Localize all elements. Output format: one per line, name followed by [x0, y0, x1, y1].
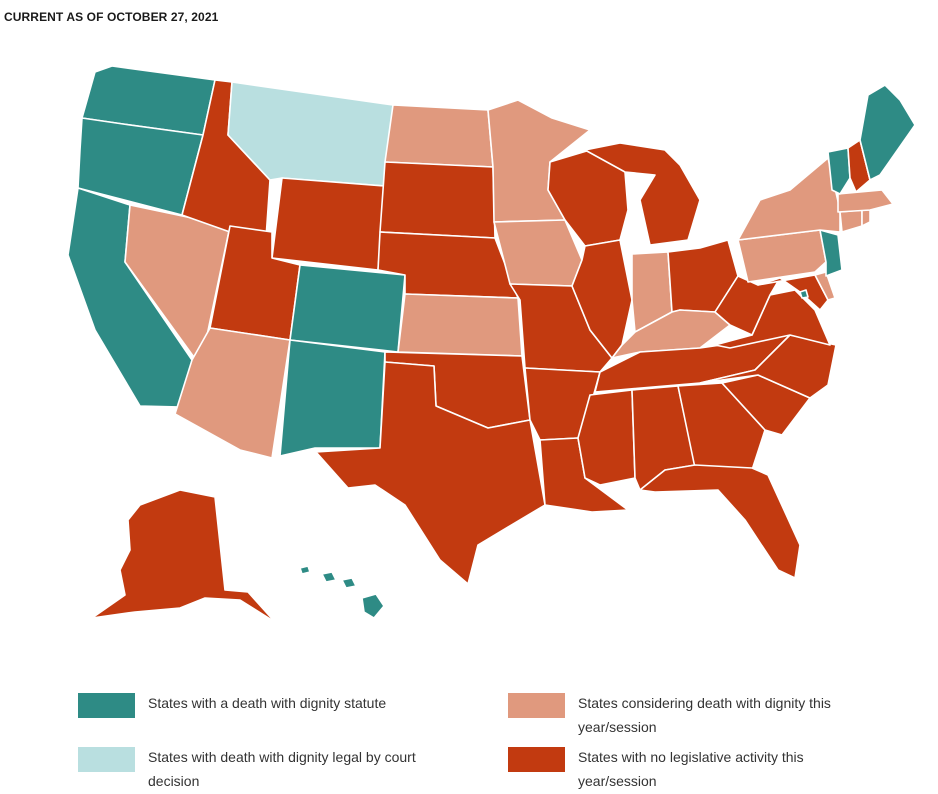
state-NJ[interactable] [819, 229, 843, 277]
legend-label-considering: States considering death with dignity th… [578, 695, 831, 735]
legend-swatch-considering [508, 693, 565, 718]
state-ME[interactable] [859, 84, 916, 181]
legend-swatch-statute [78, 693, 135, 718]
state-ND[interactable] [384, 104, 494, 168]
map-date-title: CURRENT AS OF OCTOBER 27, 2021 [4, 10, 219, 24]
legend-item-court: States with death with dignity legal by … [78, 747, 448, 793]
state-CO[interactable] [289, 264, 406, 353]
state-MI[interactable] [584, 142, 701, 246]
state-KS[interactable] [397, 293, 523, 357]
state-WY[interactable] [271, 177, 386, 271]
legend-swatch-none [508, 747, 565, 772]
state-NH[interactable] [847, 139, 871, 193]
state-IA[interactable] [493, 219, 583, 287]
legend-label-statute: States with a death with dignity statute [148, 695, 387, 711]
state-VT[interactable] [827, 147, 851, 195]
legend-swatch-court [78, 747, 135, 772]
state-AK[interactable] [91, 489, 276, 623]
state-MA[interactable] [837, 189, 894, 213]
state-GA[interactable] [677, 382, 766, 471]
state-TX[interactable] [315, 361, 546, 585]
state-DE[interactable] [814, 271, 836, 301]
state-RI[interactable] [861, 209, 871, 227]
legend-item-considering: States considering death with dignity th… [508, 693, 878, 739]
us-states-map [67, 65, 916, 623]
state-WV[interactable] [714, 275, 781, 336]
state-DC[interactable] [799, 289, 809, 299]
legend-item-statute: States with a death with dignity statute [78, 693, 448, 718]
state-NC[interactable] [699, 334, 837, 399]
state-HI[interactable] [299, 565, 385, 619]
state-NY[interactable] [737, 157, 841, 241]
state-FL[interactable] [639, 464, 801, 579]
legend-label-none: States with no legislative activity this… [578, 749, 804, 789]
state-SD[interactable] [379, 161, 496, 239]
state-NM[interactable] [279, 339, 386, 457]
legend-label-court: States with death with dignity legal by … [148, 749, 416, 789]
legend-item-none: States with no legislative activity this… [508, 747, 878, 793]
state-CT[interactable] [839, 209, 863, 233]
